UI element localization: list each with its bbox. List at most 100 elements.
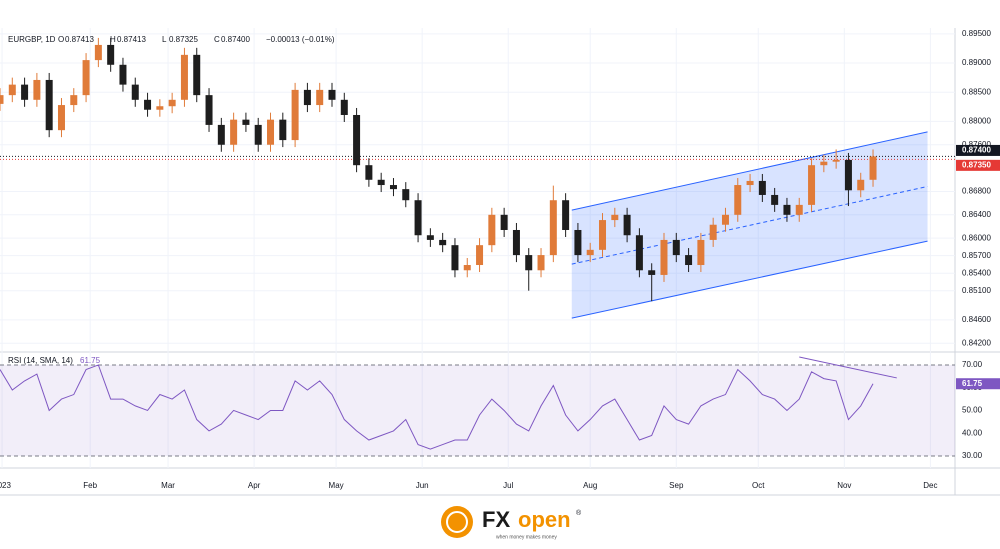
candle-body [488, 214, 496, 246]
candle-body [623, 214, 631, 236]
x-tick-label: 2023 [0, 481, 11, 490]
candle-body [365, 165, 373, 180]
candle-body [180, 54, 188, 100]
plot [0, 37, 955, 457]
y-tick-label: 0.86400 [962, 210, 991, 219]
candle-body [316, 89, 324, 106]
candle-body [217, 124, 225, 145]
candle-body [389, 185, 397, 190]
candle-body [8, 84, 16, 96]
candle-body [721, 214, 729, 225]
candle-body [771, 194, 779, 205]
candle-body [586, 249, 594, 256]
candle-body [660, 239, 668, 275]
channel-upper [571, 131, 928, 211]
x-tick-label: Feb [83, 481, 97, 490]
candle-body [439, 239, 447, 246]
header-key: L [162, 35, 167, 44]
grid [0, 28, 955, 468]
y-tick-label: 50.00 [962, 406, 983, 415]
y-tick-label: 0.85100 [962, 286, 991, 295]
y-tick-label: 0.88000 [962, 117, 991, 126]
candle-body [340, 99, 348, 115]
candle-body [783, 204, 791, 215]
candle-body [267, 119, 275, 145]
candle-body [0, 95, 4, 104]
candle-body [476, 245, 484, 266]
candle-body [168, 99, 176, 107]
y-tick-label: 0.89500 [962, 29, 991, 38]
candle-body [844, 159, 852, 191]
y-tick-label: 0.86000 [962, 233, 991, 242]
header-key: C [214, 35, 220, 44]
candle-body [758, 180, 766, 195]
candle-body [697, 239, 705, 266]
x-tick-label: Nov [837, 481, 851, 490]
candle-body [500, 214, 508, 230]
candle-body [537, 255, 545, 271]
candle-body [377, 179, 385, 186]
brand-fx: FX [482, 507, 510, 532]
x-tick-label: Apr [248, 481, 261, 490]
header-change: −0.00013 (−0.01%) [266, 35, 335, 44]
brand-open: open [518, 507, 571, 532]
price-label-box [956, 144, 1000, 156]
registered: ® [576, 509, 582, 517]
candle-body [107, 44, 115, 65]
y-tick-label: 0.86800 [962, 187, 991, 196]
candle-body [21, 84, 29, 100]
header-value: 0.87325 [169, 35, 198, 44]
candle-body [734, 185, 742, 215]
rsi-trend-line [799, 356, 897, 379]
y-tick-label: 70.00 [962, 360, 983, 369]
y-tick-label: 0.88500 [962, 87, 991, 96]
price-label-box [956, 159, 1000, 171]
tagline: when money makes money [496, 534, 557, 540]
channel-lower [571, 240, 928, 319]
x-tick-label: Jul [503, 481, 513, 490]
candle-body [45, 79, 53, 131]
candle-body [70, 95, 78, 106]
y-tick-label: 0.87600 [962, 140, 991, 149]
candle-body [672, 239, 680, 256]
logo: FX open ® when money makes money [441, 506, 582, 540]
y-tick-label: 0.84600 [962, 315, 991, 324]
candle-body [869, 156, 877, 180]
candle-body [525, 255, 533, 271]
x-tick-label: Jun [416, 481, 429, 490]
candle-body [131, 84, 139, 100]
x-tick-label: Aug [583, 481, 597, 490]
rsi-title: RSI (14, SMA, 14) [8, 356, 73, 365]
x-tick-label: Oct [752, 481, 765, 490]
y-tick-label: 40.00 [962, 428, 983, 437]
candle-body [795, 204, 803, 215]
candle-body [328, 89, 336, 100]
y-tick-label: 30.00 [962, 451, 983, 460]
rsi-last-label: 61.75 [962, 379, 983, 388]
candle-body [746, 180, 754, 186]
y-tick-label: 0.89000 [962, 58, 991, 67]
candle-body [242, 119, 250, 125]
candle-body [549, 200, 557, 256]
candle-body [353, 114, 361, 166]
candle-body [303, 89, 311, 106]
candle-body [685, 255, 693, 266]
candle-body [279, 119, 287, 141]
y-tick-label: 0.85400 [962, 268, 991, 277]
x-tick-label: Mar [161, 481, 175, 490]
candle-body [254, 124, 262, 145]
candle-body [451, 245, 459, 271]
candle-body [57, 105, 65, 131]
candle-body [599, 220, 607, 250]
candle-body [709, 224, 717, 240]
candle-body [94, 44, 102, 61]
rsi-band [0, 364, 955, 456]
candle-body [205, 95, 213, 125]
candle-body [832, 159, 840, 162]
candle-body [574, 229, 582, 256]
header-value: 0.87413 [65, 35, 94, 44]
candle-body [402, 189, 410, 201]
candle-body [463, 265, 471, 271]
